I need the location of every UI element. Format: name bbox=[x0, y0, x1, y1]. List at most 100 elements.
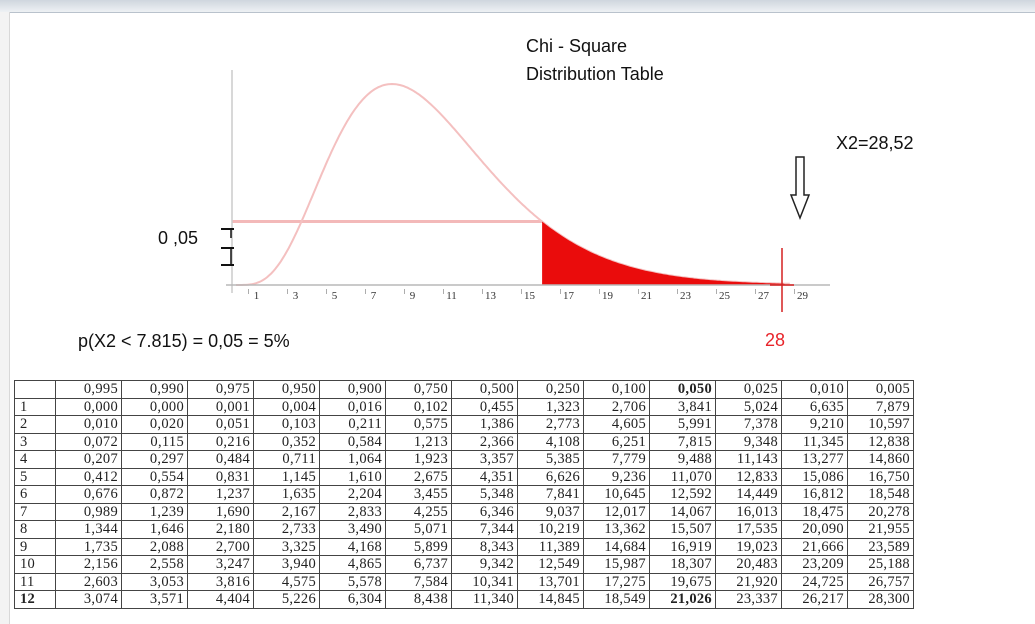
table-cell: 0,995 bbox=[55, 380, 122, 399]
x-tick-label: 23 bbox=[680, 290, 692, 302]
table-cell: 0,676 bbox=[55, 485, 122, 504]
table-cell: 11,389 bbox=[517, 537, 584, 556]
table-cell: 12,838 bbox=[847, 432, 914, 451]
table-header-row: 0,995 0,990 0,975 0,950 0,900 0,750 0,500 0,250… bbox=[14, 380, 914, 399]
table-row: 8 1,344 1,646 2,180 2,733 3,490 5,071 7,344 10,2… bbox=[14, 520, 914, 539]
table-cell: 6,251 bbox=[583, 432, 650, 451]
table-cell: 1,923 bbox=[385, 450, 452, 469]
table-cell: 28,300 bbox=[847, 590, 914, 609]
table-cell: 1,145 bbox=[253, 467, 320, 486]
table-row: 2 0,010 0,020 0,051 0,103 0,211 0,575 1,386 2,77… bbox=[14, 415, 914, 434]
table-cell: 0,412 bbox=[55, 467, 122, 486]
table-cell: 6,626 bbox=[517, 467, 584, 486]
table-cell: 0,872 bbox=[121, 485, 188, 504]
table-df-cell: 5 bbox=[14, 467, 56, 486]
table-cell: 19,675 bbox=[649, 572, 716, 591]
table-cell: 1,344 bbox=[55, 520, 122, 539]
table-cell: 5,991 bbox=[649, 415, 716, 434]
table-cell: 18,475 bbox=[781, 502, 848, 521]
tick-labels: 1 3 5 7 9 11 13 15 17 19 21 23 25 27 29 bbox=[248, 289, 809, 302]
table-cell: 2,167 bbox=[253, 502, 320, 521]
window-left-edge bbox=[0, 12, 10, 624]
table-df-cell: 3 bbox=[14, 432, 56, 451]
table-cell: 5,226 bbox=[253, 590, 320, 609]
table-cell: 21,026 bbox=[649, 590, 716, 609]
table-cell: 26,217 bbox=[781, 590, 848, 609]
table-cell: 2,088 bbox=[121, 537, 188, 556]
table-cell: 23,589 bbox=[847, 537, 914, 556]
table-cell: 21,920 bbox=[715, 572, 782, 591]
x-tick-label: 17 bbox=[563, 290, 575, 302]
right-tail-area bbox=[542, 221, 786, 285]
table-cell: 2,706 bbox=[583, 397, 650, 416]
table-cell: 14,449 bbox=[715, 485, 782, 504]
table-cell: 16,013 bbox=[715, 502, 782, 521]
x-tick-label: 9 bbox=[410, 290, 416, 302]
table-cell: 0,016 bbox=[319, 397, 386, 416]
table-cell: 3,571 bbox=[121, 590, 188, 609]
table-cell: 8,343 bbox=[451, 537, 518, 556]
table-cell: 13,362 bbox=[583, 520, 650, 539]
table-cell: 4,168 bbox=[319, 537, 386, 556]
table-cell: 0,103 bbox=[253, 415, 320, 434]
statistic-label: X2=28,52 bbox=[836, 133, 914, 153]
table-cell: 20,483 bbox=[715, 555, 782, 574]
table-cell: 2,558 bbox=[121, 555, 188, 574]
table-cell: 9,488 bbox=[649, 450, 716, 469]
table-cell: 25,188 bbox=[847, 555, 914, 574]
axis-layer bbox=[226, 70, 830, 293]
x-tick-label: 5 bbox=[332, 290, 338, 302]
table-cell: 11,345 bbox=[781, 432, 848, 451]
table-cell: 26,757 bbox=[847, 572, 914, 591]
table-cell: 3,940 bbox=[253, 555, 320, 574]
x-tick-label: 13 bbox=[485, 290, 497, 302]
table-cell: 14,684 bbox=[583, 537, 650, 556]
table-cell: 10,219 bbox=[517, 520, 584, 539]
table-cell: 0,115 bbox=[121, 432, 188, 451]
down-arrow-icon bbox=[789, 156, 811, 221]
table-body: 0,995 0,990 0,975 0,950 0,900 0,750 0,500 0,250… bbox=[14, 380, 914, 609]
table-cell: 7,378 bbox=[715, 415, 782, 434]
table-cell: 0,000 bbox=[55, 397, 122, 416]
distribution-table: 0,995 0,990 0,975 0,950 0,900 0,750 0,500 0,250… bbox=[14, 380, 914, 609]
table-cell: 20,090 bbox=[781, 520, 848, 539]
table-cell: 3,247 bbox=[187, 555, 254, 574]
table-cell: 3,455 bbox=[385, 485, 452, 504]
table-cell: 11,340 bbox=[451, 590, 518, 609]
table-cell: 0,025 bbox=[715, 380, 782, 399]
x-tick-label: 29 bbox=[797, 290, 809, 302]
table-cell: 13,277 bbox=[781, 450, 848, 469]
table-df-cell: 7 bbox=[14, 502, 56, 521]
table-cell: 21,666 bbox=[781, 537, 848, 556]
table-cell: 18,307 bbox=[649, 555, 716, 574]
table-row: 12 3,074 3,571 4,404 5,226 6,304 8,438 11,340 14… bbox=[14, 590, 914, 609]
table-cell: 0,100 bbox=[583, 380, 650, 399]
table-cell: 16,812 bbox=[781, 485, 848, 504]
table-cell: 17,275 bbox=[583, 572, 650, 591]
table-df-cell: 10 bbox=[14, 555, 56, 574]
table-cell: 0,000 bbox=[121, 397, 188, 416]
table-cell: 1,386 bbox=[451, 415, 518, 434]
table-cell: 0,711 bbox=[253, 450, 320, 469]
table-cell: 13,701 bbox=[517, 572, 584, 591]
chi-square-chart: 1 3 5 7 9 11 13 15 17 19 21 23 25 27 29 bbox=[221, 70, 830, 312]
table-cell: 0,050 bbox=[649, 380, 716, 399]
table-cell: 5,385 bbox=[517, 450, 584, 469]
table-row: 1 0,000 0,000 0,001 0,004 0,016 0,102 0,455 1,32… bbox=[14, 397, 914, 416]
table-cell: 10,597 bbox=[847, 415, 914, 434]
table-cell: 0,207 bbox=[55, 450, 122, 469]
marker-layer bbox=[221, 156, 811, 312]
table-cell: 2,204 bbox=[319, 485, 386, 504]
table-cell: 0,584 bbox=[319, 432, 386, 451]
table-cell: 3,490 bbox=[319, 520, 386, 539]
table-cell: 0,975 bbox=[187, 380, 254, 399]
table-cell: 23,337 bbox=[715, 590, 782, 609]
table-cell: 8,438 bbox=[385, 590, 452, 609]
table-cell: 2,603 bbox=[55, 572, 122, 591]
table-df-cell: 4 bbox=[14, 450, 56, 469]
table-cell: 9,342 bbox=[451, 555, 518, 574]
table-cell: 0,297 bbox=[121, 450, 188, 469]
table-cell: 4,108 bbox=[517, 432, 584, 451]
alpha-label: 0 ,05 bbox=[158, 228, 199, 248]
table-cell: 1,237 bbox=[187, 485, 254, 504]
